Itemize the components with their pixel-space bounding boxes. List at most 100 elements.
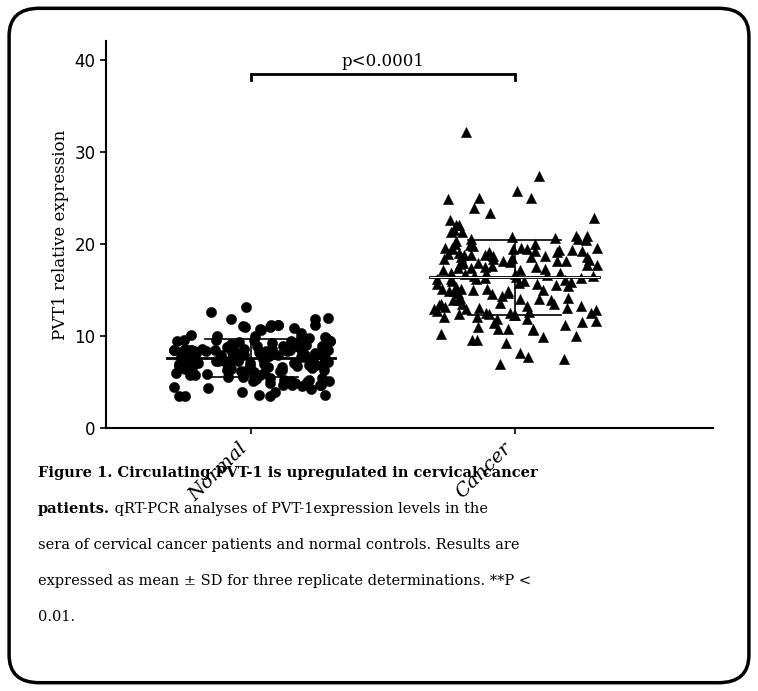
- Point: [443, 285, 456, 296]
- Point: [434, 329, 446, 340]
- Point: [226, 354, 238, 366]
- Point: [221, 341, 233, 352]
- Point: [488, 317, 500, 328]
- Point: [319, 390, 331, 401]
- Point: [221, 372, 233, 383]
- Point: [240, 366, 252, 377]
- Point: [316, 341, 328, 352]
- Point: [177, 362, 190, 373]
- Point: [286, 376, 298, 387]
- Point: [249, 331, 261, 342]
- Point: [187, 346, 199, 357]
- Point: [244, 357, 256, 368]
- Point: [296, 349, 308, 360]
- Point: [575, 272, 587, 283]
- Point: [168, 381, 180, 392]
- Point: [202, 368, 214, 379]
- Point: [529, 245, 541, 256]
- Point: [550, 256, 562, 267]
- Point: [253, 390, 265, 401]
- Point: [450, 281, 462, 292]
- Point: [456, 256, 468, 267]
- Point: [209, 345, 221, 356]
- Point: [236, 386, 248, 397]
- Point: [531, 262, 543, 273]
- Point: [486, 261, 498, 272]
- Point: [318, 365, 330, 376]
- Point: [448, 285, 460, 296]
- Point: [503, 287, 515, 299]
- Point: [260, 346, 272, 357]
- Point: [305, 384, 317, 395]
- Point: [566, 244, 578, 255]
- Point: [249, 334, 261, 346]
- Point: [560, 256, 572, 267]
- Point: [257, 354, 269, 365]
- Point: [509, 310, 522, 321]
- Point: [459, 126, 471, 138]
- Point: [465, 240, 477, 251]
- Point: [226, 352, 238, 363]
- Point: [431, 278, 443, 290]
- Point: [240, 321, 252, 332]
- Point: [467, 285, 479, 296]
- Point: [506, 253, 518, 264]
- Point: [559, 320, 572, 331]
- Point: [511, 186, 523, 197]
- Point: [168, 344, 180, 355]
- Point: [183, 353, 196, 364]
- Point: [264, 321, 276, 332]
- Point: [472, 322, 484, 333]
- Point: [431, 305, 443, 316]
- Point: [310, 359, 322, 370]
- Point: [277, 341, 290, 352]
- Point: [452, 263, 464, 274]
- Point: [545, 294, 557, 305]
- Point: [322, 313, 334, 324]
- Point: [433, 300, 445, 311]
- Point: [465, 234, 478, 245]
- Point: [550, 280, 562, 291]
- Text: sera of cervical cancer patients and normal controls. Results are: sera of cervical cancer patients and nor…: [38, 538, 519, 552]
- Point: [184, 345, 196, 356]
- Point: [513, 278, 525, 289]
- Point: [457, 257, 469, 268]
- Point: [175, 352, 187, 363]
- Point: [238, 349, 250, 360]
- Point: [481, 283, 493, 294]
- Point: [521, 301, 533, 312]
- Point: [537, 331, 550, 342]
- Point: [301, 376, 313, 387]
- Text: patients.: patients.: [38, 502, 110, 516]
- Point: [171, 335, 183, 346]
- Point: [180, 350, 192, 361]
- Point: [266, 338, 278, 349]
- Point: [528, 238, 540, 249]
- Point: [224, 314, 236, 325]
- Point: [316, 345, 328, 356]
- Point: [300, 339, 312, 350]
- Point: [210, 355, 222, 366]
- Point: [459, 249, 471, 260]
- Point: [295, 328, 307, 339]
- Point: [315, 379, 327, 390]
- Point: [479, 273, 491, 284]
- Point: [249, 367, 261, 378]
- Point: [534, 294, 546, 305]
- Point: [471, 258, 484, 269]
- Point: [506, 231, 518, 243]
- Point: [254, 347, 266, 358]
- Point: [483, 309, 495, 320]
- Point: [468, 240, 480, 252]
- Point: [487, 250, 499, 261]
- Point: [470, 273, 482, 284]
- Point: [537, 284, 549, 295]
- Point: [173, 361, 185, 372]
- Point: [263, 351, 275, 362]
- Point: [322, 357, 334, 368]
- Point: [540, 263, 552, 274]
- Point: [584, 307, 597, 319]
- Point: [471, 334, 484, 345]
- Point: [443, 214, 456, 225]
- Point: [179, 390, 191, 401]
